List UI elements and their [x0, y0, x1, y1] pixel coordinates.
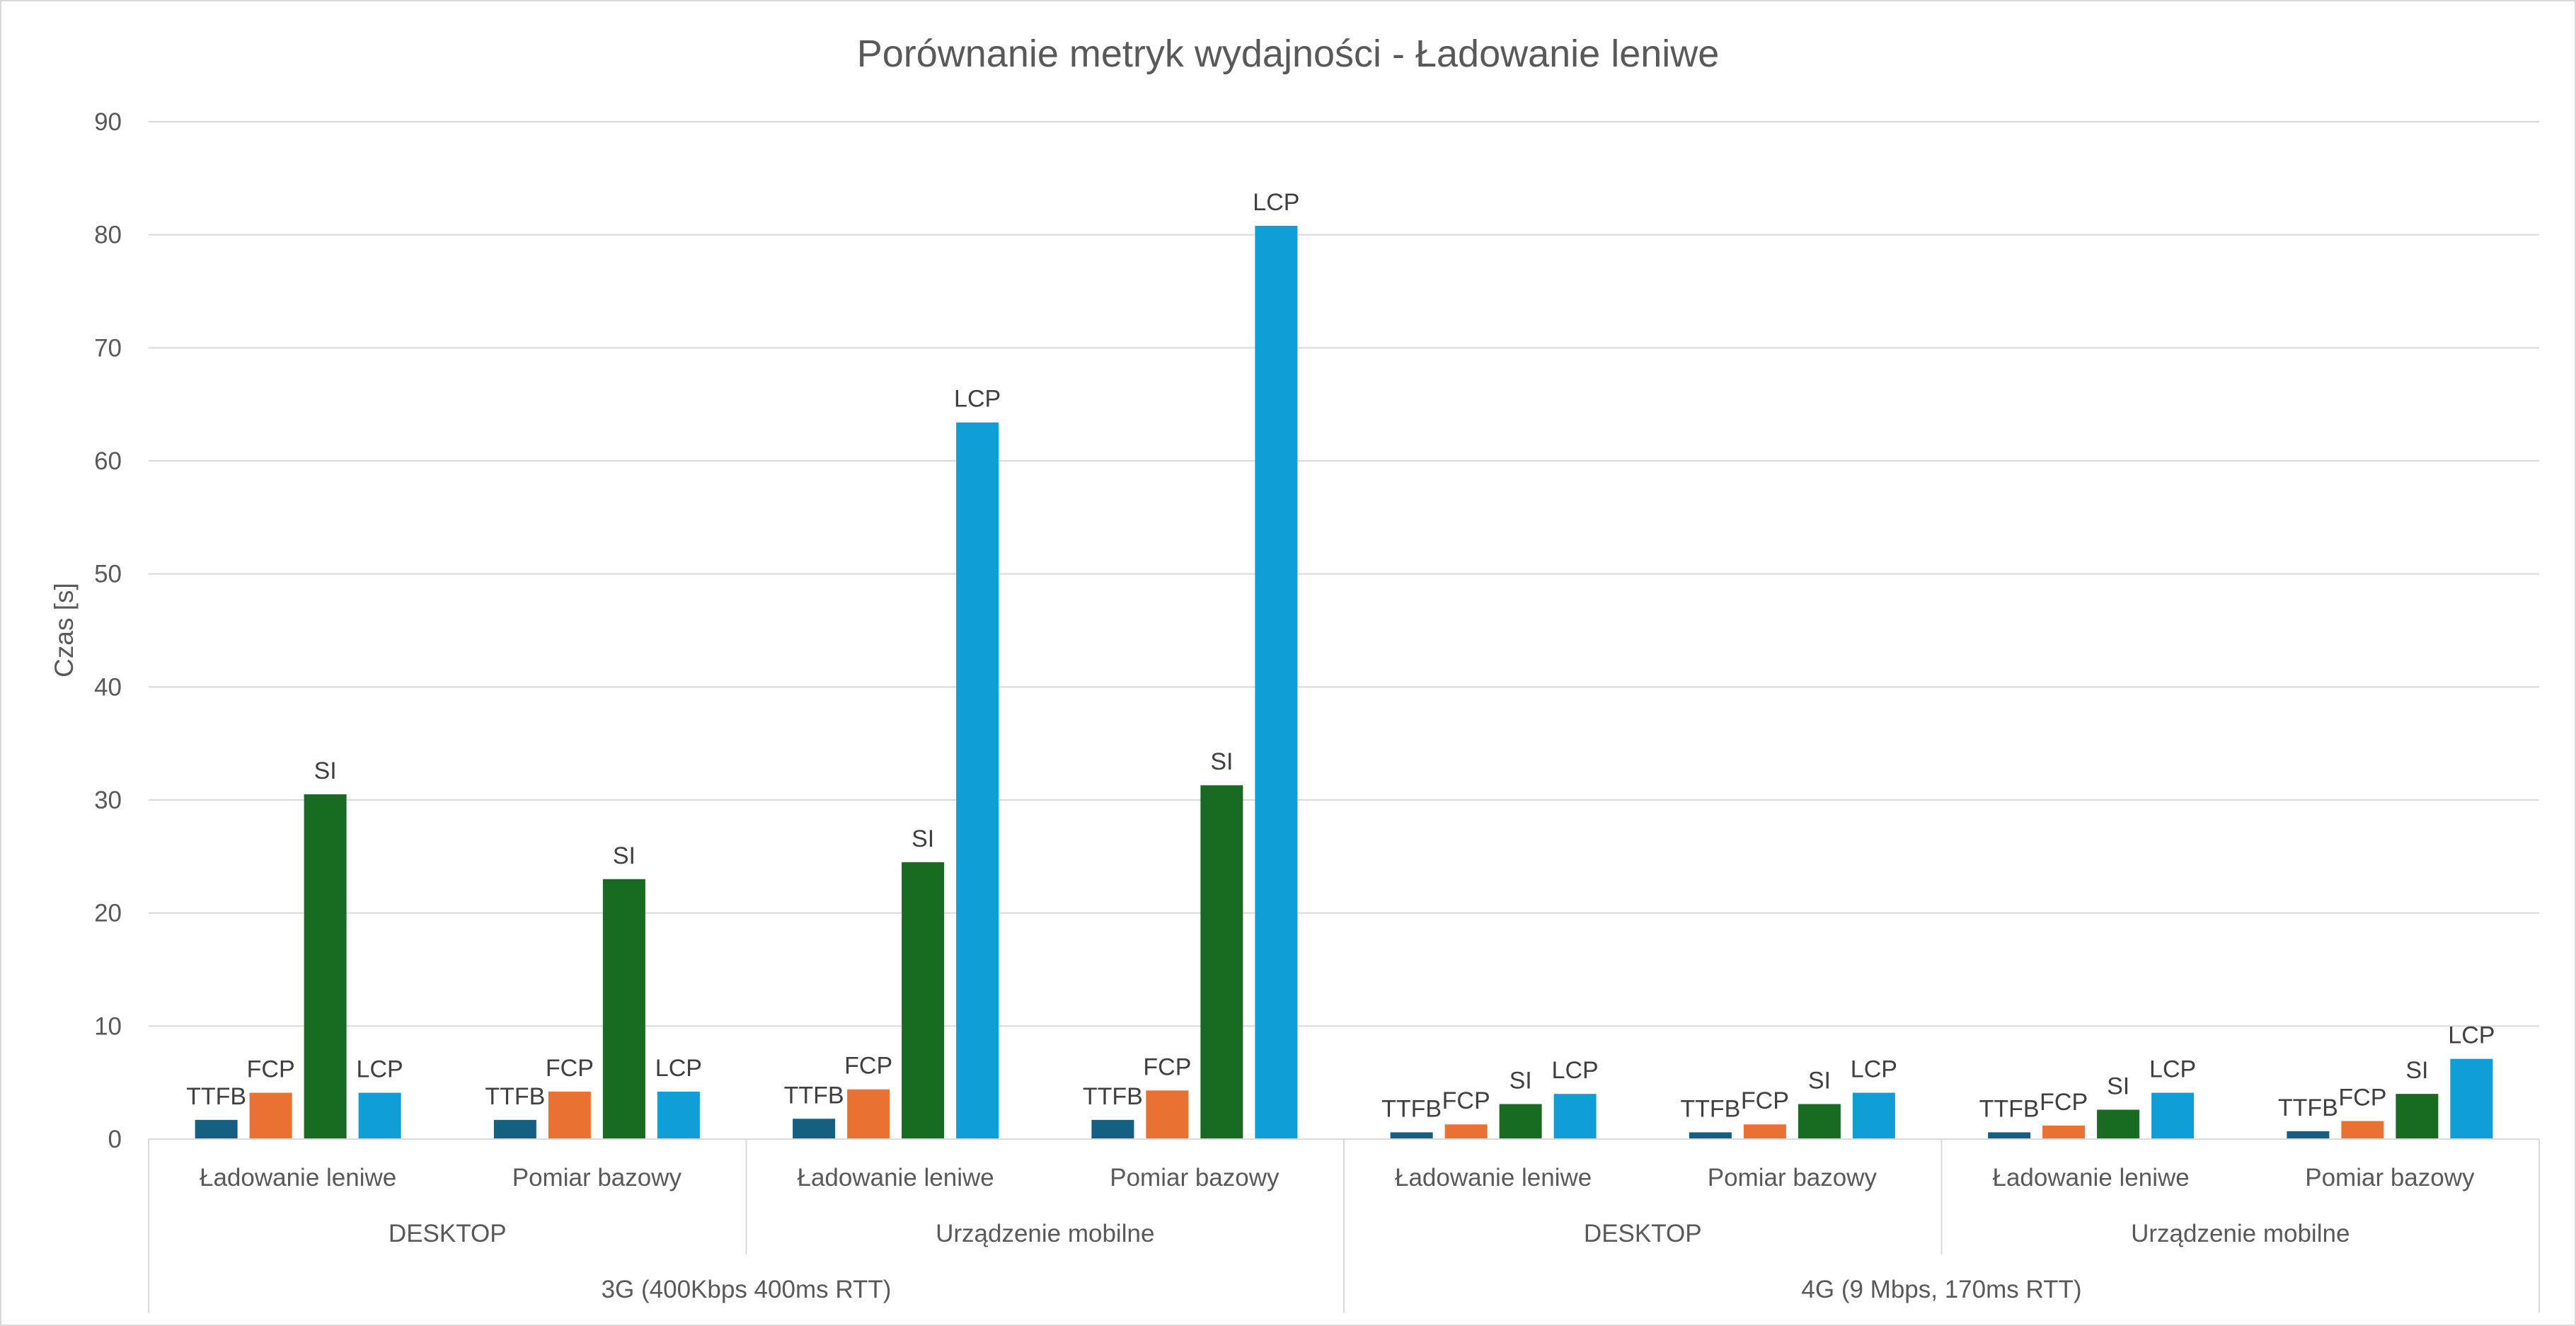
- bar-fcp: [1444, 1124, 1488, 1139]
- bar-lcp: [2450, 1058, 2493, 1139]
- bar-fcp: [1146, 1090, 1189, 1139]
- bar-ttfb: [1390, 1132, 1433, 1139]
- x-device-label: Urządzenie mobilne: [936, 1220, 1154, 1247]
- data-label-ttfb: TTFB: [2278, 1094, 2338, 1121]
- bar-si: [2097, 1109, 2140, 1139]
- data-label-lcp: LCP: [1851, 1056, 1897, 1083]
- y-tick-label: 70: [94, 334, 122, 362]
- bar-fcp: [249, 1092, 292, 1139]
- bar-ttfb: [2287, 1131, 2330, 1139]
- data-label-si: SI: [2405, 1057, 2428, 1084]
- x-axis: Ładowanie leniwe Pomiar bazowy Ładowanie l…: [148, 1138, 2540, 1313]
- x-network-label: 4G (9 Mbps, 170ms RTT): [1801, 1276, 2081, 1303]
- bar-fcp: [2042, 1125, 2086, 1139]
- bar-si: [902, 862, 945, 1139]
- bar-ttfb: [793, 1119, 836, 1139]
- data-label-ttfb: TTFB: [1083, 1083, 1143, 1110]
- bar-lcp: [1553, 1094, 1597, 1139]
- y-tick-label: 50: [94, 561, 122, 588]
- bar-si: [602, 879, 645, 1139]
- data-label-si: SI: [613, 842, 636, 869]
- x-device-label: DESKTOP: [1584, 1220, 1702, 1247]
- x-category-label: Ładowanie leniwe: [200, 1164, 396, 1191]
- bar-lcp: [2151, 1092, 2195, 1139]
- bar-ttfb: [1689, 1132, 1732, 1139]
- bar-ttfb: [195, 1119, 238, 1139]
- data-label-ttfb: TTFB: [1381, 1095, 1442, 1122]
- data-label-fcp: FCP: [1442, 1087, 1490, 1114]
- bar-si: [1499, 1104, 1542, 1139]
- bar-ttfb: [1091, 1119, 1134, 1139]
- bar-lcp: [1255, 225, 1298, 1140]
- data-label-si: SI: [1510, 1068, 1532, 1094]
- bar-lcp: [657, 1091, 700, 1139]
- y-tick-label: 30: [94, 787, 122, 814]
- bar-fcp: [2341, 1121, 2384, 1139]
- x-category-label: Pomiar bazowy: [1110, 1164, 1280, 1191]
- data-label-si: SI: [2107, 1073, 2129, 1099]
- y-axis-ticks: 0 10 20 30 40 50 60 70 80 90: [94, 108, 122, 1153]
- bar-ttfb: [493, 1119, 536, 1139]
- y-tick-label: 20: [94, 900, 122, 927]
- bar-lcp: [358, 1092, 401, 1139]
- data-label-si: SI: [912, 825, 934, 852]
- y-axis-label: Czas [s]: [50, 583, 79, 678]
- x-category-label: Pomiar bazowy: [2305, 1164, 2475, 1191]
- data-label-fcp: FCP: [844, 1053, 892, 1080]
- data-label-lcp: LCP: [2149, 1056, 2196, 1083]
- bar-si: [304, 794, 347, 1139]
- data-label-fcp: FCP: [2040, 1089, 2088, 1116]
- bar-si: [1798, 1104, 1841, 1139]
- data-label-lcp: LCP: [954, 386, 1001, 413]
- data-label-si: SI: [1808, 1068, 1831, 1094]
- data-label-ttfb: TTFB: [1680, 1095, 1740, 1122]
- x-category-label: Pomiar bazowy: [1708, 1164, 1878, 1191]
- x-category-label: Ładowanie leniwe: [797, 1164, 994, 1191]
- bar-fcp: [847, 1089, 890, 1139]
- bar-fcp: [1743, 1124, 1786, 1139]
- data-label-lcp: LCP: [655, 1055, 702, 1082]
- bar-si: [1200, 785, 1243, 1139]
- y-tick-label: 90: [94, 108, 122, 136]
- x-device-label: Urządzenie mobilne: [2131, 1220, 2350, 1247]
- x-category-label: Ładowanie leniwe: [1992, 1164, 2189, 1191]
- data-label-si: SI: [314, 758, 337, 784]
- data-label-lcp: LCP: [1253, 189, 1299, 216]
- y-tick-label: 0: [108, 1126, 122, 1153]
- data-label-fcp: FCP: [1741, 1087, 1789, 1114]
- y-tick-label: 40: [94, 673, 122, 701]
- y-tick-label: 60: [94, 447, 122, 475]
- data-label-si: SI: [1210, 748, 1233, 775]
- bar-ttfb: [1988, 1132, 2031, 1139]
- data-label-lcp: LCP: [1552, 1057, 1599, 1084]
- data-label-fcp: FCP: [2338, 1084, 2386, 1111]
- data-label-fcp: FCP: [247, 1056, 295, 1083]
- bar-lcp: [1852, 1092, 1895, 1139]
- bars: [195, 225, 2493, 1140]
- x-network-label: 3G (400Kbps 400ms RTT): [602, 1276, 892, 1303]
- chart-title: Porównanie metryk wydajności - Ładowanie…: [857, 33, 1720, 75]
- data-label-ttfb: TTFB: [186, 1083, 246, 1110]
- data-label-lcp: LCP: [2448, 1022, 2495, 1049]
- x-device-label: DESKTOP: [389, 1220, 507, 1247]
- data-label-fcp: FCP: [1143, 1053, 1191, 1080]
- data-label-lcp: LCP: [357, 1056, 403, 1083]
- data-labels: TTFBFCPSILCPTTFBFCPSILCPTTFBFCPSILCPTTFB…: [186, 189, 2495, 1123]
- bar-si: [2396, 1094, 2439, 1139]
- data-label-ttfb: TTFB: [784, 1082, 844, 1109]
- y-tick-label: 10: [94, 1012, 122, 1040]
- data-label-ttfb: TTFB: [485, 1083, 545, 1110]
- gridlines: [149, 121, 2539, 1140]
- x-category-label: Pomiar bazowy: [512, 1164, 682, 1191]
- data-label-ttfb: TTFB: [1979, 1095, 2040, 1122]
- data-label-fcp: FCP: [546, 1055, 594, 1082]
- bar-fcp: [548, 1091, 591, 1139]
- bar-lcp: [956, 422, 999, 1139]
- x-category-label: Ładowanie leniwe: [1395, 1164, 1592, 1191]
- y-tick-label: 80: [94, 222, 122, 249]
